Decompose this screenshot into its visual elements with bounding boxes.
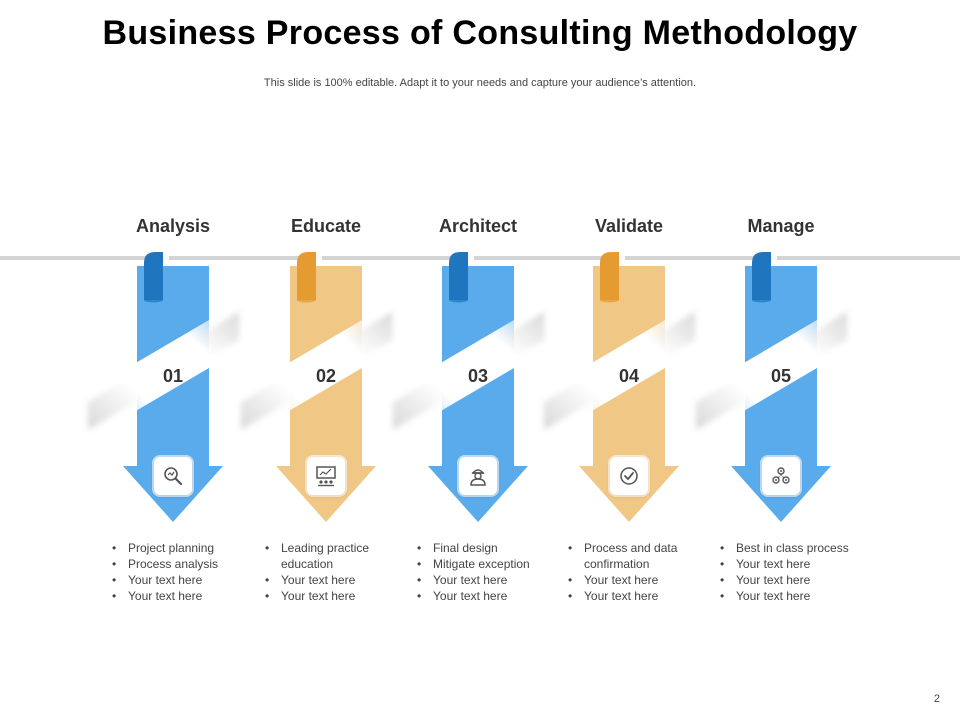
step-label-manage: Manage [747, 216, 815, 236]
ribbon-clip-end [144, 297, 163, 303]
step-arrow-04 [539, 252, 699, 522]
step-number: 02 [315, 366, 337, 386]
step-icon-box [610, 457, 648, 495]
ribbon-clip [752, 252, 771, 300]
step-icon-box [154, 457, 192, 495]
step-icon-box [459, 457, 497, 495]
bullet-item: Your text here [718, 556, 858, 572]
ribbon-clip-highlight [619, 252, 625, 260]
bullet-item: Your text here [415, 572, 555, 588]
bullet-item: Mitigate exception [415, 556, 555, 572]
step-arrow-02 [236, 252, 396, 522]
step-icon-box [307, 457, 345, 495]
step-number: 01 [162, 366, 184, 386]
ribbon-clip-end [752, 297, 771, 303]
step-bullet-list: Leading practice educationYour text here… [263, 540, 403, 604]
bullet-item: Your text here [415, 588, 555, 604]
ribbon-clip-highlight [163, 252, 169, 260]
step-label-educate: Educate [290, 216, 362, 236]
step-bullet-list: Final designMitigate exceptionYour text … [415, 540, 555, 604]
bullet-item: Your text here [566, 588, 706, 604]
step-arrow-03 [388, 252, 548, 522]
step-arrow-05 [691, 252, 851, 522]
step-number: 05 [770, 366, 792, 386]
step-bullet-list: Best in class processYour text hereYour … [718, 540, 858, 604]
bullet-item: Final design [415, 540, 555, 556]
ribbon-clip [449, 252, 468, 300]
step-label-architect: Architect [438, 216, 518, 236]
bullet-item: Leading practice education [263, 540, 403, 572]
ribbon-clip-highlight [316, 252, 322, 260]
slide-subtitle: This slide is 100% editable. Adapt it to… [263, 77, 697, 89]
bullet-item: Best in class process [718, 540, 858, 556]
diagonal-sash [83, 300, 243, 442]
architect-worker-icon [470, 469, 486, 486]
bullet-item: Your text here [263, 588, 403, 604]
bullet-item: Your text here [110, 572, 250, 588]
gears-manage-icon [772, 467, 790, 484]
step-bullet-list: Process and data confirmationYour text h… [566, 540, 706, 604]
diagonal-sash [236, 300, 396, 442]
step-number: 04 [618, 366, 640, 386]
step-number: 03 [467, 366, 489, 386]
bullet-item: Your text here [718, 572, 858, 588]
ribbon-clip-highlight [468, 252, 474, 260]
ribbon-clip-end [297, 297, 316, 303]
diagonal-sash [388, 300, 548, 442]
ribbon-clip-end [600, 297, 619, 303]
diagonal-sash [539, 300, 699, 442]
step-arrow-01 [83, 252, 243, 522]
presentation-board-icon [316, 466, 336, 487]
hanging-rail [0, 256, 960, 260]
ribbon-clip-highlight [771, 252, 777, 260]
diagonal-sash [691, 300, 851, 442]
step-icon-box [762, 457, 800, 495]
ribbon-clip-end [449, 297, 468, 303]
page-number: 2 [933, 693, 940, 705]
ribbon-clip [600, 252, 619, 300]
bullet-item: Your text here [110, 588, 250, 604]
bullet-item: Process and data confirmation [566, 540, 706, 572]
ribbon-clip [297, 252, 316, 300]
step-label-analysis: Analysis [135, 216, 211, 236]
checkmark-circle-icon [620, 467, 638, 485]
ribbon-clip [144, 252, 163, 300]
step-bullet-list: Project planningProcess analysisYour tex… [110, 540, 250, 604]
bullet-item: Project planning [110, 540, 250, 556]
bullet-item: Your text here [263, 572, 403, 588]
slide-title: Business Process of Consulting Methodolo… [102, 14, 858, 52]
magnifier-analysis-icon [164, 467, 183, 486]
bullet-item: Your text here [566, 572, 706, 588]
bullet-item: Process analysis [110, 556, 250, 572]
bullet-item: Your text here [718, 588, 858, 604]
step-label-validate: Validate [594, 216, 664, 236]
